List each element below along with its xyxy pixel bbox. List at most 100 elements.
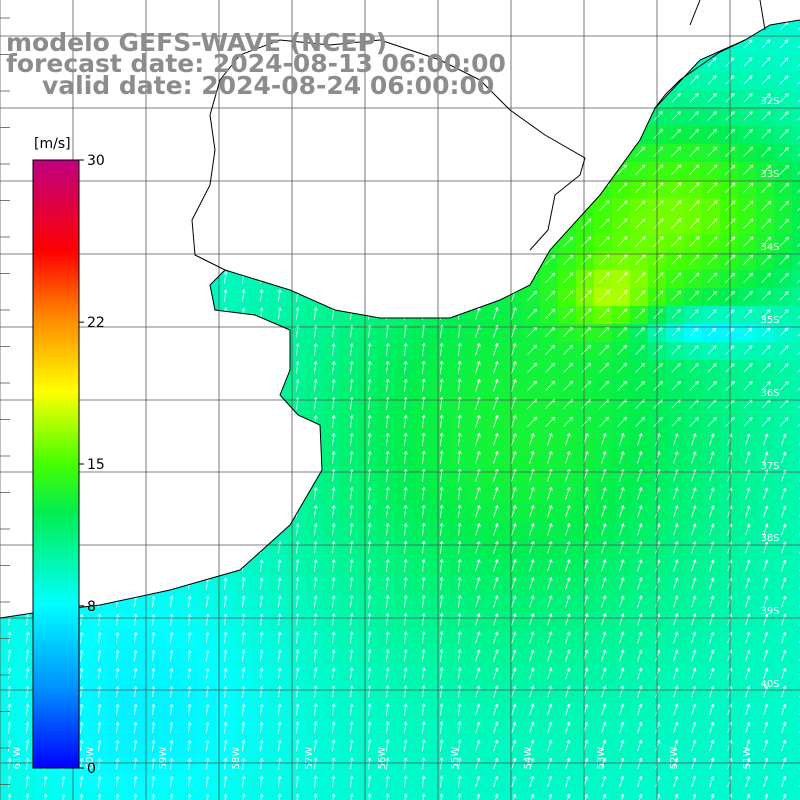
wind-arrow xyxy=(599,362,610,373)
wind-arrow xyxy=(781,775,787,788)
wind-arrow xyxy=(331,523,336,536)
latitude-labels: 32S 33S 34S 35S 36S 37S 38S 39S 40S xyxy=(760,96,779,690)
wind-arrow xyxy=(493,360,499,374)
wind-arrow xyxy=(529,667,535,680)
wind-arrow xyxy=(7,721,12,734)
wind-arrow xyxy=(187,649,192,662)
wind-arrow xyxy=(616,290,628,302)
wind-arrow xyxy=(421,522,426,536)
colorbar-tick-label: 30 xyxy=(87,153,105,169)
wind-arrow xyxy=(259,703,264,716)
wind-arrow xyxy=(169,739,174,752)
wind-arrow xyxy=(691,721,697,734)
wind-arrow xyxy=(223,703,228,716)
wind-arrow xyxy=(743,128,753,139)
wind-arrow xyxy=(439,577,444,590)
longitude-label: 55W xyxy=(450,747,461,770)
wind-arrow xyxy=(599,416,610,427)
wind-arrow xyxy=(439,486,444,500)
wind-arrow xyxy=(331,505,336,518)
wind-arrow xyxy=(563,236,574,247)
wind-arrow xyxy=(707,345,717,355)
wind-arrow xyxy=(187,703,192,716)
wind-arrow xyxy=(581,218,592,229)
wind-arrow xyxy=(779,345,789,355)
wind-arrow xyxy=(25,685,30,698)
wind-arrow xyxy=(385,360,390,374)
wind-arrow xyxy=(545,290,556,301)
wind-arrow xyxy=(313,379,318,392)
wind-cell xyxy=(792,630,800,649)
wind-arrow xyxy=(743,218,754,229)
wind-cell xyxy=(792,108,800,127)
wind-arrow xyxy=(493,414,499,428)
wind-arrow xyxy=(565,559,571,572)
wind-arrow xyxy=(493,523,499,536)
wind-arrow xyxy=(475,775,481,788)
wind-arrow xyxy=(689,327,699,337)
wind-arrow xyxy=(529,739,535,752)
wind-arrow xyxy=(277,307,282,320)
wind-arrow xyxy=(565,721,571,734)
wind-arrow xyxy=(205,649,210,662)
wind-arrow xyxy=(743,75,753,85)
wind-cell xyxy=(792,126,800,145)
wind-arrow xyxy=(475,757,481,770)
wind-arrow xyxy=(689,309,699,319)
wind-arrow xyxy=(367,649,372,662)
wind-arrow xyxy=(367,378,372,392)
wind-arrow xyxy=(367,577,372,590)
wind-arrow xyxy=(673,757,679,770)
wind-arrow xyxy=(403,342,408,356)
wind-arrow xyxy=(403,757,408,770)
wind-cell xyxy=(792,702,800,721)
wind-arrow xyxy=(367,523,372,536)
wind-arrow xyxy=(763,757,769,770)
wind-arrow xyxy=(637,703,643,716)
wind-arrow xyxy=(79,775,84,788)
wind-arrow xyxy=(673,703,679,716)
wind-arrow xyxy=(403,522,408,536)
wind-arrow xyxy=(511,541,517,554)
wind-arrow xyxy=(779,236,790,247)
wind-cell xyxy=(792,468,800,487)
wind-arrow xyxy=(367,595,372,608)
wind-arrow xyxy=(25,721,30,734)
wind-arrow xyxy=(475,649,481,662)
wind-arrow xyxy=(511,775,517,788)
wind-arrow xyxy=(689,146,700,157)
wind-arrow xyxy=(349,523,354,536)
wind-arrow xyxy=(385,577,390,590)
latitude-label: 36S xyxy=(760,388,779,399)
latitude-label: 40S xyxy=(760,679,779,690)
wind-arrow xyxy=(565,432,571,446)
wind-arrow xyxy=(313,523,318,536)
wind-arrow xyxy=(475,432,481,446)
wind-arrow xyxy=(779,129,789,139)
wind-arrow xyxy=(295,667,300,680)
wind-arrow xyxy=(421,703,426,716)
wind-arrow xyxy=(781,721,787,734)
wind-arrow xyxy=(563,380,574,391)
wind-arrow xyxy=(331,487,336,500)
wind-arrow xyxy=(421,577,426,590)
wind-arrow xyxy=(223,289,228,302)
wind-arrow xyxy=(349,739,354,752)
wind-arrow xyxy=(259,559,264,572)
wind-arrow xyxy=(349,451,354,464)
wind-arrow xyxy=(637,613,643,626)
wind-arrow xyxy=(547,649,553,662)
wind-arrow xyxy=(421,342,426,356)
wind-arrow xyxy=(331,739,336,752)
wind-arrow xyxy=(367,667,372,680)
wind-arrow xyxy=(779,381,789,391)
wind-arrow xyxy=(367,559,372,572)
wind-arrow xyxy=(79,631,84,644)
longitude-label: 51W xyxy=(742,747,753,770)
wind-arrow xyxy=(349,595,354,608)
wind-arrow xyxy=(205,739,210,752)
wind-arrow xyxy=(493,613,499,626)
wind-arrow xyxy=(331,541,336,554)
wind-arrow xyxy=(565,685,571,698)
